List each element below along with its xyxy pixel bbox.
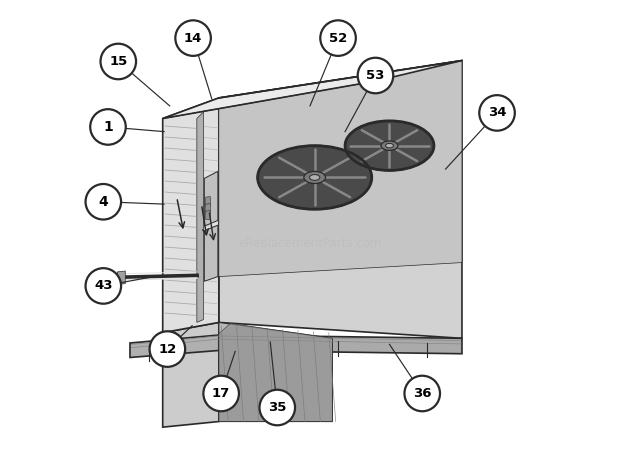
Text: 14: 14 bbox=[184, 31, 202, 45]
Circle shape bbox=[260, 390, 295, 425]
Polygon shape bbox=[219, 322, 332, 422]
Polygon shape bbox=[206, 204, 210, 212]
Circle shape bbox=[358, 58, 393, 93]
Circle shape bbox=[203, 376, 239, 411]
Polygon shape bbox=[219, 335, 462, 354]
Text: 43: 43 bbox=[94, 280, 113, 293]
Polygon shape bbox=[117, 271, 125, 285]
Text: eReplacementParts.com: eReplacementParts.com bbox=[238, 237, 382, 250]
Circle shape bbox=[149, 331, 185, 367]
Text: 1: 1 bbox=[103, 120, 113, 134]
Polygon shape bbox=[162, 98, 219, 333]
Circle shape bbox=[404, 376, 440, 411]
Text: 53: 53 bbox=[366, 69, 384, 82]
Polygon shape bbox=[219, 61, 462, 338]
Circle shape bbox=[86, 268, 121, 304]
Polygon shape bbox=[162, 61, 462, 119]
Text: 4: 4 bbox=[99, 195, 108, 209]
Circle shape bbox=[479, 95, 515, 131]
Polygon shape bbox=[205, 225, 218, 281]
Ellipse shape bbox=[304, 171, 326, 183]
Text: 17: 17 bbox=[212, 387, 230, 400]
Text: 36: 36 bbox=[413, 387, 432, 400]
Circle shape bbox=[86, 184, 121, 219]
Text: 34: 34 bbox=[488, 106, 507, 120]
Polygon shape bbox=[197, 112, 203, 322]
Text: 15: 15 bbox=[109, 55, 127, 68]
Ellipse shape bbox=[258, 146, 372, 209]
Polygon shape bbox=[162, 322, 219, 427]
Text: 12: 12 bbox=[158, 342, 177, 356]
Circle shape bbox=[100, 44, 136, 79]
Polygon shape bbox=[219, 323, 332, 422]
Polygon shape bbox=[205, 171, 218, 226]
Polygon shape bbox=[130, 335, 219, 357]
Ellipse shape bbox=[381, 141, 398, 151]
Circle shape bbox=[175, 20, 211, 56]
Ellipse shape bbox=[386, 144, 394, 148]
Ellipse shape bbox=[309, 174, 320, 180]
Polygon shape bbox=[206, 211, 210, 219]
Text: 35: 35 bbox=[268, 401, 286, 414]
Text: 52: 52 bbox=[329, 31, 347, 45]
Circle shape bbox=[91, 109, 126, 145]
Circle shape bbox=[321, 20, 356, 56]
Polygon shape bbox=[219, 61, 462, 277]
Ellipse shape bbox=[345, 121, 434, 170]
Polygon shape bbox=[206, 197, 210, 205]
